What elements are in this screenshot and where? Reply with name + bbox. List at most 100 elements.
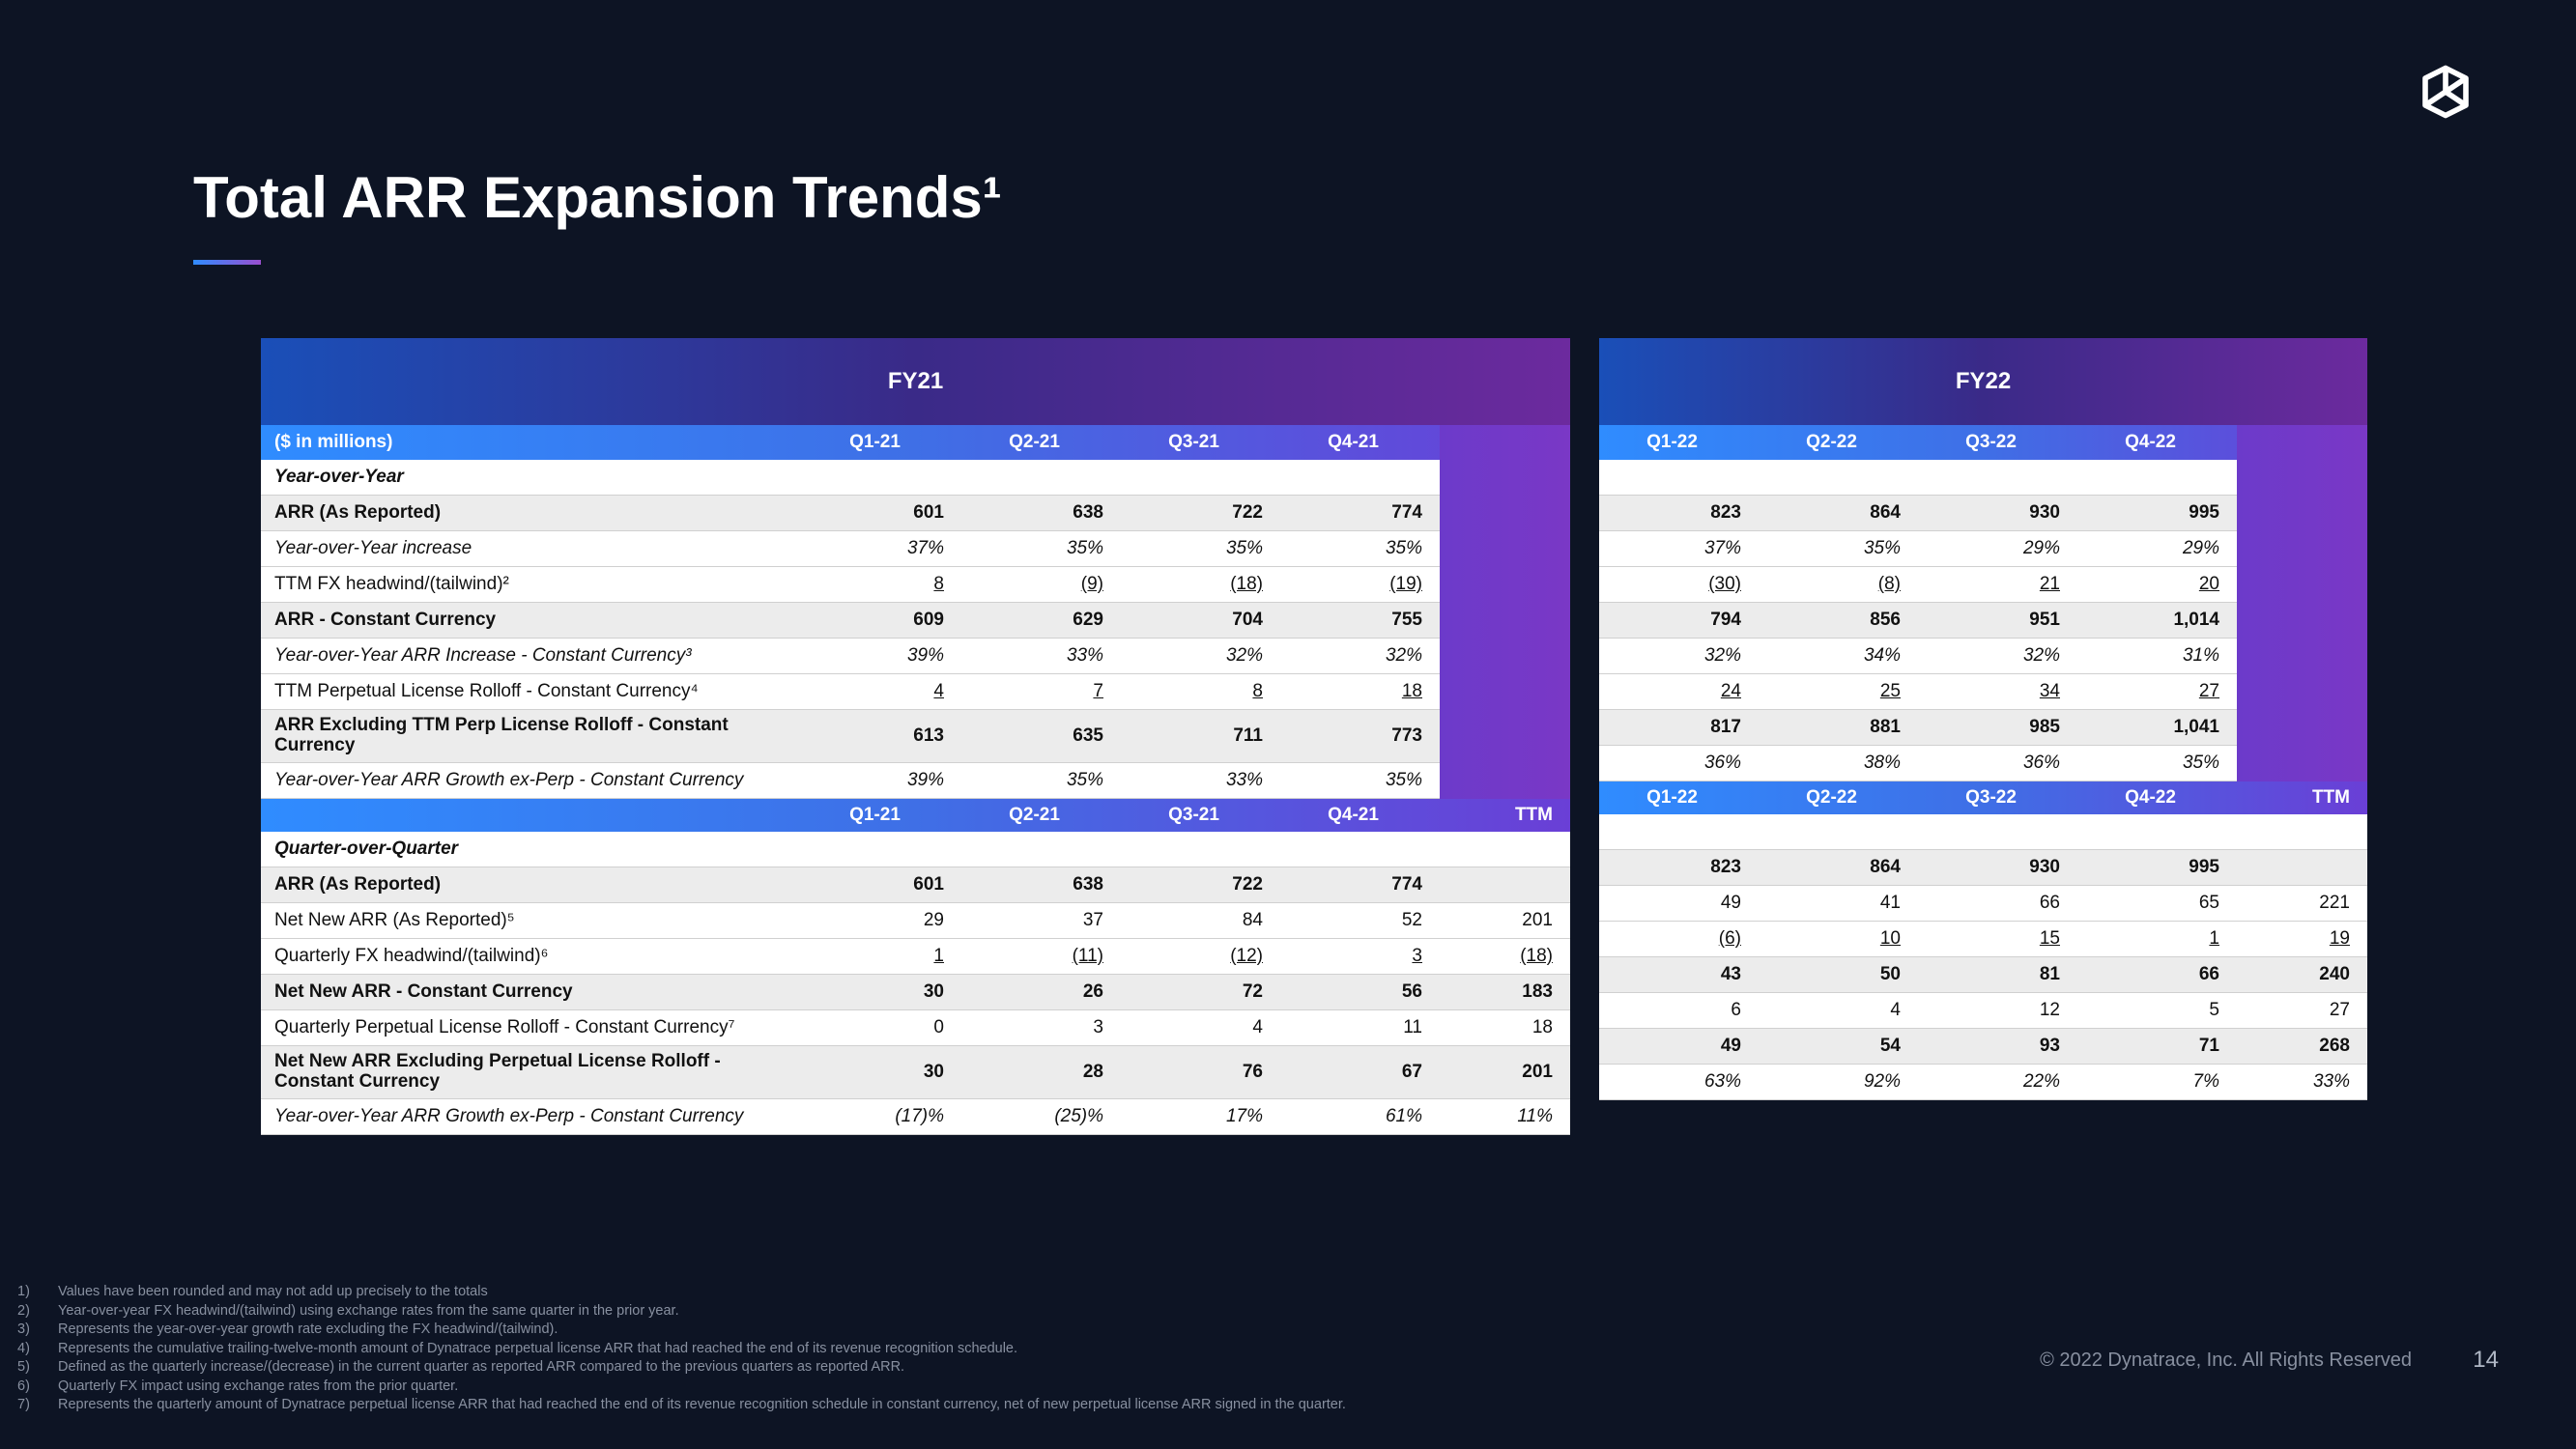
cell: 19 bbox=[2237, 922, 2367, 957]
cell: 21 bbox=[1918, 567, 2077, 603]
row-label: ARR (As Reported) bbox=[261, 867, 802, 903]
cell: 49 bbox=[1599, 886, 1759, 922]
cell: 63% bbox=[1599, 1065, 1759, 1100]
footnote: 2)Year-over-year FX headwind/(tailwind) … bbox=[17, 1302, 1346, 1321]
fy-header-left: FY21 bbox=[261, 338, 1570, 425]
cell: 985 bbox=[1918, 710, 2077, 746]
cell: 7 bbox=[961, 674, 1121, 710]
table-row: Year-over-Year increase37%35%35%35% bbox=[261, 531, 1570, 567]
cell: 66 bbox=[2077, 957, 2237, 993]
footnote: 7)Represents the quarterly amount of Dyn… bbox=[17, 1396, 1346, 1415]
cell: (19) bbox=[1280, 567, 1440, 603]
cell: 92% bbox=[1759, 1065, 1918, 1100]
table-row: TTM Perpetual License Rolloff - Constant… bbox=[261, 674, 1570, 710]
cell: 12 bbox=[1918, 993, 2077, 1029]
cell: 28 bbox=[961, 1046, 1121, 1099]
col-q4: Q4-21 bbox=[1280, 425, 1440, 460]
cell: 27 bbox=[2237, 993, 2367, 1029]
cell: 72 bbox=[1121, 975, 1280, 1010]
cell: 995 bbox=[2077, 850, 2237, 886]
table-row: (30)(8)2120 bbox=[1599, 567, 2367, 603]
cell: 1,041 bbox=[2077, 710, 2237, 746]
cell: (18) bbox=[1121, 567, 1280, 603]
title-underline bbox=[193, 260, 261, 265]
cell: 71 bbox=[2077, 1029, 2237, 1065]
cell: 183 bbox=[1440, 975, 1570, 1010]
cell: 29 bbox=[802, 903, 961, 939]
cell: 20 bbox=[2077, 567, 2237, 603]
cell: 817 bbox=[1599, 710, 1759, 746]
cell: 65 bbox=[2077, 886, 2237, 922]
fy-header-right: FY22 bbox=[1599, 338, 2367, 425]
cell: 856 bbox=[1759, 603, 1918, 639]
cell bbox=[1440, 867, 1570, 903]
row-label: Year-over-Year ARR Growth ex-Perp - Cons… bbox=[261, 1099, 802, 1135]
cell: 33% bbox=[2237, 1065, 2367, 1100]
cell: 4 bbox=[802, 674, 961, 710]
cell: 930 bbox=[1918, 496, 2077, 531]
cell: 30 bbox=[802, 975, 961, 1010]
cell: 43 bbox=[1599, 957, 1759, 993]
table-row: (6)1015119 bbox=[1599, 922, 2367, 957]
page-number: 14 bbox=[2473, 1347, 2499, 1374]
cell: 84 bbox=[1121, 903, 1280, 939]
cell: 629 bbox=[961, 603, 1121, 639]
cell: 35% bbox=[961, 531, 1121, 567]
footnote: 6)Quarterly FX impact using exchange rat… bbox=[17, 1378, 1346, 1397]
cell: 8 bbox=[1121, 674, 1280, 710]
table-row: 49416665221 bbox=[1599, 886, 2367, 922]
cell: (17)% bbox=[802, 1099, 961, 1135]
cell: 30 bbox=[802, 1046, 961, 1099]
cell: 35% bbox=[1280, 763, 1440, 799]
cell: 773 bbox=[1280, 710, 1440, 763]
table-row: 36%38%36%35% bbox=[1599, 746, 2367, 781]
row-label: TTM Perpetual License Rolloff - Constant… bbox=[261, 674, 802, 710]
cell: 93 bbox=[1918, 1029, 2077, 1065]
table-row: Year-over-Year ARR Growth ex-Perp - Cons… bbox=[261, 1099, 1570, 1135]
cell: 864 bbox=[1759, 850, 1918, 886]
cell: 61% bbox=[1280, 1099, 1440, 1135]
cell: 18 bbox=[1440, 1010, 1570, 1046]
quarter-header2-left: Q1-21 Q2-21 Q3-21 Q4-21 TTM bbox=[261, 799, 1570, 832]
row-label: Quarterly FX headwind/(tailwind)⁶ bbox=[261, 939, 802, 975]
cell: 18 bbox=[1280, 674, 1440, 710]
cell: 864 bbox=[1759, 496, 1918, 531]
cell: 34 bbox=[1918, 674, 2077, 710]
cell: 240 bbox=[2237, 957, 2367, 993]
copyright: © 2022 Dynatrace, Inc. All Rights Reserv… bbox=[2040, 1350, 2412, 1372]
row-label: Net New ARR - Constant Currency bbox=[261, 975, 802, 1010]
cell: 76 bbox=[1121, 1046, 1280, 1099]
cell: 35% bbox=[1280, 531, 1440, 567]
cell: (9) bbox=[961, 567, 1121, 603]
table-row: Year-over-Year ARR Growth ex-Perp - Cons… bbox=[261, 763, 1570, 799]
cell: 704 bbox=[1121, 603, 1280, 639]
cell: 601 bbox=[802, 867, 961, 903]
cell: 613 bbox=[802, 710, 961, 763]
table-row: 49549371268 bbox=[1599, 1029, 2367, 1065]
cell: 0 bbox=[802, 1010, 961, 1046]
table-row: 6412527 bbox=[1599, 993, 2367, 1029]
cell: 1 bbox=[2077, 922, 2237, 957]
cell: 35% bbox=[1759, 531, 1918, 567]
cell: (30) bbox=[1599, 567, 1759, 603]
row-label: Year-over-Year increase bbox=[261, 531, 802, 567]
cell: 722 bbox=[1121, 867, 1280, 903]
cell: 951 bbox=[1918, 603, 2077, 639]
section-yoy: Year-over-Year bbox=[261, 460, 1570, 496]
cell: 774 bbox=[1280, 496, 1440, 531]
cell: 823 bbox=[1599, 496, 1759, 531]
cell: 17% bbox=[1121, 1099, 1280, 1135]
footnote: 3)Represents the year-over-year growth r… bbox=[17, 1321, 1346, 1340]
table-row: TTM FX headwind/(tailwind)²8(9)(18)(19) bbox=[261, 567, 1570, 603]
cell: 15 bbox=[1918, 922, 2077, 957]
cell: 36% bbox=[1599, 746, 1759, 781]
table-row: 8178819851,041 bbox=[1599, 710, 2367, 746]
table-row: 24253427 bbox=[1599, 674, 2367, 710]
cell: 25 bbox=[1759, 674, 1918, 710]
cell: 32% bbox=[1918, 639, 2077, 674]
cell: 201 bbox=[1440, 903, 1570, 939]
footnotes: 1)Values have been rounded and may not a… bbox=[17, 1283, 1346, 1415]
cell: 33% bbox=[961, 639, 1121, 674]
table-fy22: FY22 Q1-22 Q2-22 Q3-22 Q4-22 82386493099… bbox=[1599, 338, 2367, 1135]
cell: 8 bbox=[802, 567, 961, 603]
